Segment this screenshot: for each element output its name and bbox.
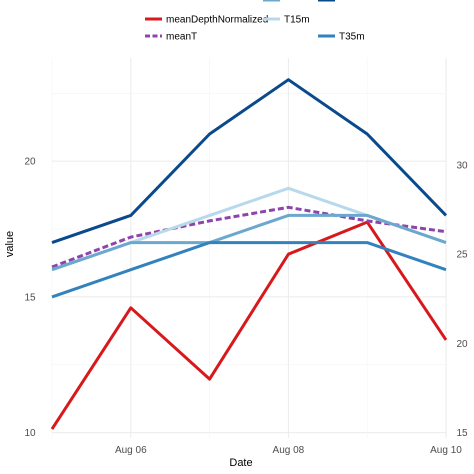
legend-label-T5m: T5m	[339, 0, 359, 3]
x-tick-label: Aug 06	[115, 445, 147, 456]
series-line-meanT	[51, 205, 447, 269]
x-axis-title: Date	[229, 457, 252, 469]
series-line-T5m	[51, 78, 448, 245]
legend-label-T25m: T25m	[284, 0, 310, 3]
y-left-tick-label: 10	[24, 428, 36, 439]
x-ticks: Aug 06 Aug 08 Aug 10	[115, 445, 462, 456]
y-left-tick-label: 20	[24, 157, 36, 168]
series-line-T35m	[51, 241, 447, 299]
y-right-tick-label: 20	[456, 339, 468, 350]
x-tick-label: Aug 08	[273, 445, 305, 456]
y-right-tick-label: 25	[456, 250, 468, 261]
y-right-tick-label: 30	[456, 161, 468, 172]
legend-label-meanT: meanT	[166, 32, 197, 43]
series-lines	[50, 78, 448, 430]
legend-label-meanDepthNormalized: meanDepthNormalized	[166, 15, 268, 26]
y-right-ticks: 15 20 25 30	[456, 161, 468, 440]
y-axis-title: value	[4, 231, 16, 257]
legend: meanDepthNormalized meanT T15m T25m T35m T5m	[145, 0, 365, 43]
y-left-tick-label: 15	[24, 292, 36, 303]
legend-label-T15m: T15m	[284, 15, 310, 26]
y-left-ticks: 10 15 20	[24, 157, 36, 439]
x-tick-label: Aug 10	[430, 445, 462, 456]
legend-label-T35m: T35m	[339, 32, 365, 43]
series-line-T25m	[51, 213, 447, 272]
y-right-tick-label: 15	[456, 428, 468, 439]
grid	[51, 58, 447, 438]
series-line-meanDepthNormalized	[50, 220, 448, 430]
